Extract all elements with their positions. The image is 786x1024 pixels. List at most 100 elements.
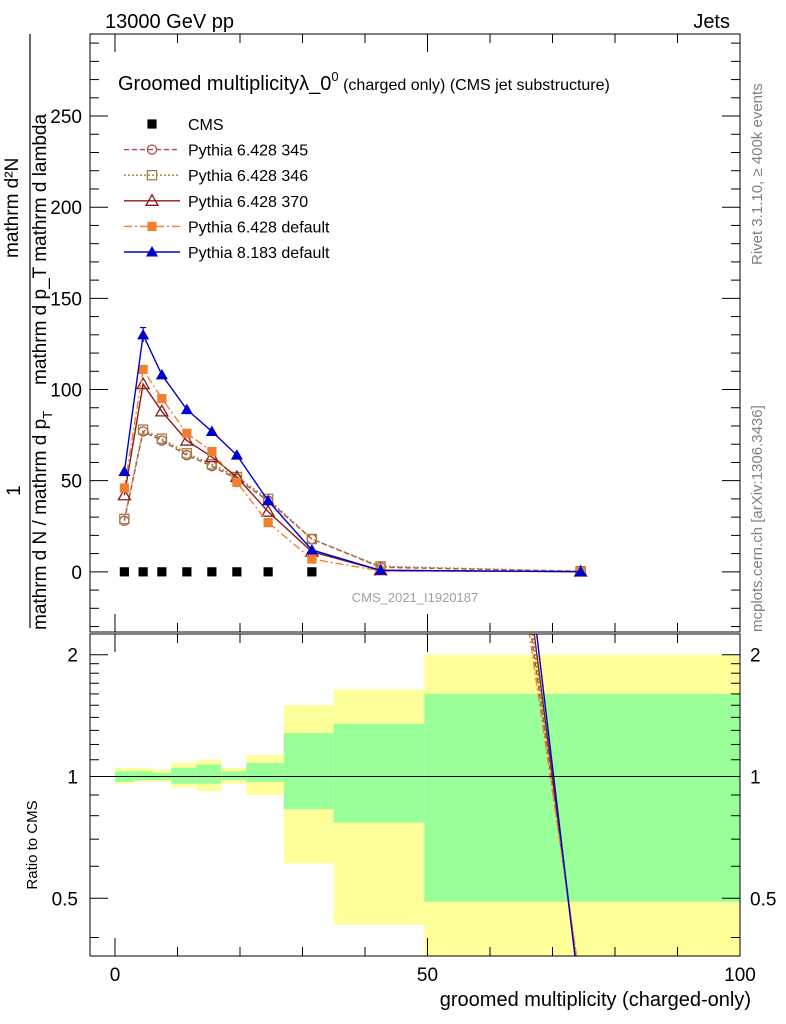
- ratio-ytick-label-right: 1: [750, 767, 761, 788]
- legend-marker: [144, 193, 160, 206]
- ratio-axis-ticks: 0.5 0.5 1 1 2 2 0 50 100: [52, 634, 776, 986]
- ratio-xtick-label: 100: [724, 965, 756, 986]
- data-point: [182, 567, 192, 577]
- ratio-ytick-label-right: 2: [750, 646, 761, 667]
- series-line: [123, 430, 581, 572]
- data-point: [136, 376, 151, 390]
- ylabel-num: mathrm d²N: [2, 158, 23, 258]
- main-ylabel: mathrm d N / mathrm d pT 1 mathrm d²N ma…: [2, 34, 55, 630]
- main-ytick-label: 0: [71, 563, 82, 584]
- data-point: [307, 567, 317, 577]
- data-point: [157, 394, 167, 404]
- data-point: [207, 567, 217, 577]
- ylabel-den: mathrm d N / mathrm d pT: [30, 411, 55, 630]
- uncertainty-band-inner: [221, 771, 247, 781]
- rivet-label: Rivet 3.1.10, ≥ 400k events: [749, 83, 766, 265]
- ratio-ylabel: Ratio to CMS: [24, 800, 41, 889]
- legend-label: Pythia 8.183 default: [188, 245, 330, 262]
- legend-label: Pythia 6.428 346: [188, 168, 308, 185]
- series-5: [118, 328, 587, 577]
- series-0: [119, 567, 317, 577]
- data-point: [119, 567, 129, 577]
- ylabel-den-main: mathrm d N / mathrm d p: [30, 419, 51, 630]
- main-frame: [89, 33, 741, 633]
- series-line: [123, 382, 581, 573]
- data-point: [207, 446, 217, 457]
- ratio-ytick-label: 2: [67, 646, 78, 667]
- data-point: [179, 433, 194, 446]
- data-point: [156, 433, 168, 444]
- data-point: [138, 567, 148, 577]
- ylabel-one: 1: [4, 485, 25, 496]
- series-line: [123, 428, 581, 572]
- legend-marker: [147, 221, 157, 231]
- data-point: [263, 518, 273, 528]
- ratio-line: [536, 634, 576, 956]
- data-point: [263, 567, 273, 577]
- data-point: [305, 543, 318, 555]
- data-point: [230, 449, 243, 460]
- chart-title: Groomed multiplicityλ_00 (charged only) …: [118, 69, 610, 95]
- data-point: [181, 448, 193, 459]
- mcplots-label: mcplots.cern.ch [arXiv:1306.3436]: [749, 405, 766, 632]
- ratio-ytick-label-right: 0.5: [750, 889, 776, 910]
- uncertainty-band-inner: [283, 733, 334, 810]
- ylabel-den-sub: T: [40, 411, 55, 419]
- data-point: [137, 424, 149, 435]
- main-ytick-label: 50: [61, 472, 82, 493]
- legend-entry: CMS: [147, 117, 224, 134]
- data-point: [306, 533, 318, 545]
- main-axis-ticks: 0 50 100 150 200 250: [50, 34, 741, 632]
- legend-entry: Pythia 6.428 default: [124, 219, 330, 236]
- legend-marker: [146, 169, 158, 181]
- main-ytick-label: 100: [50, 381, 82, 402]
- data-point: [154, 404, 169, 417]
- watermark: CMS_2021_I1920187: [352, 590, 479, 605]
- data-point: [138, 364, 148, 375]
- legend: CMS Pythia 6.428 345 Pythia 6.428 346 Pythi…: [124, 117, 330, 262]
- data-point: [205, 425, 218, 436]
- main-ytick-label: 250: [50, 107, 82, 128]
- uncertainty-band-inner: [424, 693, 740, 902]
- main-ytick-label: 150: [50, 289, 82, 310]
- uncertainty-band-inner: [133, 771, 153, 781]
- legend-label: CMS: [188, 117, 224, 134]
- ratio-ytick-label: 1: [67, 767, 78, 788]
- chart-title-sup: 0: [331, 69, 338, 84]
- chart-title-small: (charged only) (CMS jet substructure): [339, 77, 610, 94]
- data-point: [117, 487, 132, 501]
- data-point: [180, 403, 193, 415]
- data-point: [119, 483, 129, 493]
- uncertainty-band-inner: [246, 762, 284, 782]
- uncertainty-band-inner: [333, 723, 425, 823]
- data-point: [157, 567, 167, 577]
- series-line: [123, 332, 581, 573]
- legend-entry: Pythia 6.428 346: [124, 168, 308, 185]
- data-point: [206, 459, 218, 470]
- data-point: [155, 368, 168, 380]
- ratio-ytick-label: 0.5: [52, 889, 78, 910]
- legend-marker: [146, 246, 158, 257]
- legend-marker: [146, 144, 158, 155]
- data-point: [232, 567, 242, 577]
- data-point: [374, 564, 387, 575]
- series-4: [119, 364, 586, 577]
- ratio-panel: 0.5 0.5 1 1 2 2 0 50 100 Ratio to CMS groomed mu…: [24, 633, 776, 1011]
- ylabel-main: mathrm d p_T mathrm d lambda: [30, 114, 51, 385]
- data-point: [119, 513, 130, 525]
- legend-marker: [147, 119, 157, 129]
- legend-label: Pythia 6.428 default: [188, 219, 330, 236]
- main-series: [117, 326, 588, 577]
- data-point: [232, 477, 242, 488]
- data-point: [261, 504, 276, 517]
- header-right: Jets: [693, 11, 730, 33]
- series-line: [123, 367, 581, 573]
- uncertainty-band-inner: [196, 764, 222, 784]
- ratio-xtick-label: 0: [110, 965, 121, 986]
- x-axis-label: groomed multiplicity (charged-only): [440, 989, 751, 1011]
- ratio-line: [528, 634, 578, 956]
- data-point: [307, 554, 317, 564]
- data-point: [204, 449, 219, 463]
